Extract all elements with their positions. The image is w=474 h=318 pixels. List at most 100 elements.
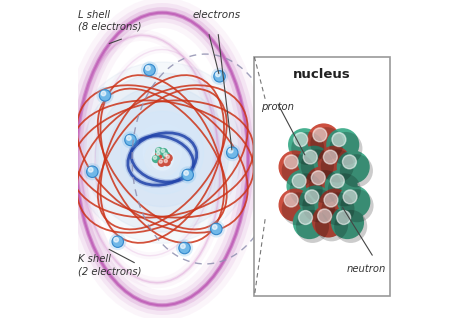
Circle shape — [318, 209, 331, 223]
Circle shape — [100, 90, 111, 101]
Circle shape — [114, 238, 118, 242]
Circle shape — [340, 189, 374, 222]
Circle shape — [83, 73, 242, 232]
Circle shape — [210, 223, 222, 235]
Circle shape — [95, 86, 229, 219]
Circle shape — [109, 233, 127, 250]
Circle shape — [315, 208, 348, 241]
Circle shape — [160, 148, 168, 156]
Circle shape — [292, 174, 306, 188]
Circle shape — [112, 236, 123, 247]
Circle shape — [324, 193, 338, 207]
Circle shape — [330, 174, 344, 188]
Circle shape — [302, 189, 336, 222]
Circle shape — [321, 192, 355, 225]
Circle shape — [318, 189, 351, 222]
Circle shape — [309, 170, 342, 203]
Circle shape — [334, 210, 367, 243]
Circle shape — [156, 152, 160, 155]
Circle shape — [284, 193, 298, 207]
FancyBboxPatch shape — [255, 57, 390, 296]
Circle shape — [159, 160, 162, 163]
Circle shape — [301, 149, 334, 183]
Circle shape — [164, 154, 173, 162]
Circle shape — [328, 173, 361, 206]
Circle shape — [156, 148, 160, 151]
Circle shape — [286, 169, 319, 203]
Circle shape — [163, 158, 171, 166]
Circle shape — [312, 204, 345, 238]
Circle shape — [144, 64, 155, 76]
Circle shape — [323, 150, 337, 164]
Circle shape — [184, 171, 188, 175]
Circle shape — [214, 71, 225, 82]
Circle shape — [227, 147, 238, 158]
Circle shape — [306, 166, 338, 199]
Circle shape — [164, 159, 167, 162]
Circle shape — [101, 91, 106, 96]
Circle shape — [313, 128, 327, 142]
Circle shape — [332, 133, 346, 147]
Circle shape — [134, 124, 191, 181]
Circle shape — [307, 123, 340, 156]
Circle shape — [162, 152, 171, 160]
Circle shape — [293, 206, 326, 239]
Circle shape — [224, 144, 241, 161]
Circle shape — [121, 111, 204, 194]
Circle shape — [96, 87, 114, 104]
Circle shape — [179, 166, 196, 183]
Circle shape — [208, 220, 225, 238]
Circle shape — [216, 72, 220, 77]
Circle shape — [182, 169, 193, 181]
Circle shape — [156, 153, 169, 165]
Circle shape — [152, 155, 160, 163]
Circle shape — [337, 185, 370, 218]
Text: neutron: neutron — [347, 264, 386, 274]
Circle shape — [155, 151, 163, 159]
Circle shape — [72, 62, 253, 243]
Circle shape — [89, 168, 93, 172]
Circle shape — [294, 133, 308, 147]
Circle shape — [343, 155, 356, 169]
Circle shape — [305, 190, 319, 204]
Circle shape — [179, 242, 190, 254]
Circle shape — [311, 171, 325, 185]
Circle shape — [279, 150, 311, 183]
Circle shape — [331, 206, 364, 239]
Circle shape — [228, 149, 233, 153]
Circle shape — [329, 132, 363, 165]
Circle shape — [125, 134, 136, 146]
Circle shape — [303, 150, 317, 164]
Circle shape — [141, 61, 158, 79]
Circle shape — [325, 169, 358, 203]
Circle shape — [122, 131, 139, 149]
Circle shape — [146, 66, 150, 70]
Circle shape — [288, 128, 321, 161]
Circle shape — [337, 211, 351, 225]
Circle shape — [212, 225, 217, 229]
Circle shape — [151, 148, 173, 170]
Circle shape — [127, 136, 131, 140]
Circle shape — [157, 159, 166, 167]
Circle shape — [164, 153, 167, 156]
Circle shape — [166, 155, 169, 158]
Text: electrons: electrons — [192, 10, 240, 19]
Circle shape — [181, 244, 185, 248]
Text: L shell
(8 electrons): L shell (8 electrons) — [78, 10, 142, 31]
Circle shape — [343, 190, 357, 204]
Circle shape — [282, 192, 315, 225]
Circle shape — [108, 99, 216, 207]
Circle shape — [337, 150, 370, 183]
Circle shape — [145, 142, 180, 176]
Circle shape — [290, 173, 323, 206]
Circle shape — [340, 154, 373, 187]
Circle shape — [284, 155, 298, 169]
Circle shape — [153, 156, 156, 159]
Circle shape — [143, 134, 182, 172]
Circle shape — [310, 127, 343, 160]
Circle shape — [298, 146, 331, 179]
Circle shape — [161, 149, 164, 152]
Circle shape — [282, 154, 315, 187]
Circle shape — [84, 163, 101, 180]
Circle shape — [299, 211, 312, 225]
